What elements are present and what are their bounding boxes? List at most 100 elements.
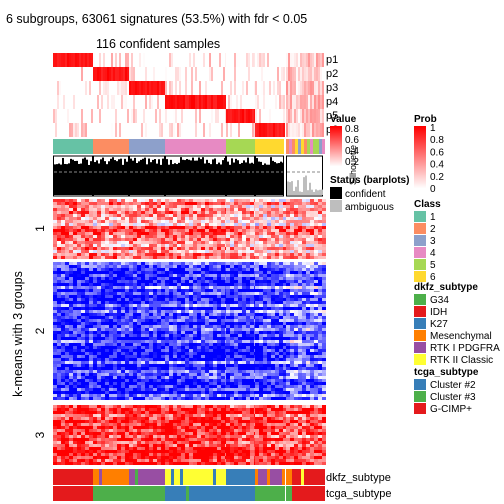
prob-cell — [286, 81, 288, 95]
heatmap-cell — [255, 313, 259, 316]
heatmap-cell — [221, 280, 225, 283]
heatmap-cell — [69, 250, 73, 253]
prob-cell — [292, 81, 294, 95]
heatmap-cell — [279, 316, 283, 319]
heatmap-cell — [61, 226, 65, 229]
prob-cell — [273, 123, 275, 137]
heatmap-cell — [290, 226, 294, 229]
heatmap-cell — [165, 214, 169, 217]
heatmap-cell — [133, 373, 137, 376]
heatmap-cell — [255, 310, 259, 313]
heatmap-cell — [290, 340, 294, 343]
heatmap-cell — [226, 310, 230, 313]
heatmap-cell — [221, 229, 225, 232]
heatmap-cell — [221, 346, 225, 349]
prob-cell — [67, 53, 69, 67]
heatmap-cell — [113, 343, 117, 346]
heatmap-cell — [101, 319, 105, 322]
heatmap-cell — [105, 262, 109, 265]
heatmap-cell — [197, 298, 201, 301]
heatmap-cell — [306, 280, 310, 283]
heatmap-cell — [81, 238, 85, 241]
heatmap-cell — [294, 298, 298, 301]
heatmap-cell — [209, 289, 213, 292]
heatmap-cell — [53, 328, 57, 331]
heatmap-cell — [169, 283, 173, 286]
heatmap-cell — [117, 244, 121, 247]
heatmap-cell — [109, 241, 113, 244]
heatmap-cell — [129, 325, 133, 328]
heatmap-cell — [185, 244, 189, 247]
prob-cell — [93, 53, 95, 67]
prob-cell — [205, 95, 207, 109]
prob-cell — [252, 109, 254, 123]
prob-cell — [211, 95, 213, 109]
heatmap-cell — [310, 229, 314, 232]
heatmap-cell — [77, 340, 81, 343]
heatmap-cell — [173, 214, 177, 217]
heatmap-cell — [209, 253, 213, 256]
prob-cell — [248, 81, 250, 95]
heatmap-cell — [213, 337, 217, 340]
heatmap-cell — [271, 241, 275, 244]
heatmap-cell — [259, 205, 263, 208]
heatmap-cell — [246, 349, 250, 352]
heatmap-cell — [310, 331, 314, 334]
prob-cell — [298, 67, 300, 81]
heatmap-cell — [205, 355, 209, 358]
heatmap-cell — [121, 232, 125, 235]
heatmap-cell — [255, 343, 259, 346]
prob-cell — [65, 109, 67, 123]
heatmap-cell — [294, 358, 298, 361]
heatmap-cell — [255, 268, 259, 271]
heatmap-cell — [290, 316, 294, 319]
heatmap-cell — [314, 265, 318, 268]
heatmap-cell — [85, 373, 89, 376]
heatmap-cell — [298, 355, 302, 358]
silhouette-bar — [174, 163, 176, 195]
heatmap-cell — [65, 214, 69, 217]
silhouette-bar — [168, 164, 170, 195]
heatmap-cell — [318, 304, 322, 307]
heatmap-cell — [81, 214, 85, 217]
heatmap-cell — [201, 232, 205, 235]
heatmap-cell — [263, 319, 267, 322]
prob-cell — [211, 81, 213, 95]
heatmap-cell — [113, 199, 117, 202]
silhouette-bar — [56, 164, 58, 195]
prob-cell — [302, 95, 304, 109]
heatmap-cell — [209, 292, 213, 295]
heatmap-cell — [189, 199, 193, 202]
heatmap-cell — [89, 283, 93, 286]
heatmap-cell — [294, 310, 298, 313]
prob-cell — [143, 95, 145, 109]
heatmap-cell — [318, 349, 322, 352]
heatmap-cell — [275, 268, 279, 271]
heatmap-cell — [294, 268, 298, 271]
silhouette-bar — [303, 177, 305, 195]
heatmap-cell — [149, 238, 153, 241]
heatmap-cell — [250, 268, 254, 271]
heatmap-cell — [271, 238, 275, 241]
heatmap-cell — [226, 226, 230, 229]
heatmap-cell — [169, 274, 173, 277]
silhouette-bar — [319, 189, 321, 195]
heatmap-cell — [109, 334, 113, 337]
heatmap-cell — [318, 346, 322, 349]
heatmap-cell — [246, 328, 250, 331]
heatmap-cell — [279, 304, 283, 307]
heatmap-cell — [157, 349, 161, 352]
heatmap-cell — [294, 364, 298, 367]
heatmap-cell — [165, 268, 169, 271]
heatmap-cell — [318, 256, 322, 259]
heatmap-cell — [121, 361, 125, 364]
heatmap-cell — [226, 283, 230, 286]
heatmap-cell — [250, 295, 254, 298]
heatmap-cell — [234, 346, 238, 349]
heatmap-cell — [221, 298, 225, 301]
heatmap-cell — [97, 262, 101, 265]
heatmap-cell — [230, 364, 234, 367]
heatmap-cell — [201, 301, 205, 304]
heatmap-cell — [298, 274, 302, 277]
heatmap-cell — [246, 262, 250, 265]
